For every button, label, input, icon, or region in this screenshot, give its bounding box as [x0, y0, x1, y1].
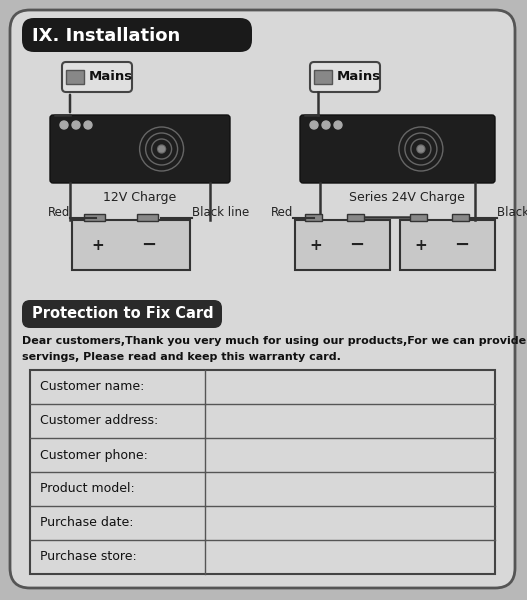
Text: Mains: Mains — [89, 70, 133, 83]
FancyBboxPatch shape — [300, 115, 495, 183]
Bar — [452, 214, 470, 221]
Bar — [72, 220, 190, 270]
Text: Black line: Black line — [497, 205, 527, 218]
Bar — [84, 214, 105, 221]
Text: IX. Installation: IX. Installation — [32, 27, 180, 45]
Bar — [295, 220, 390, 270]
Bar — [409, 214, 426, 221]
Text: Customer address:: Customer address: — [40, 415, 158, 427]
Text: +: + — [92, 238, 104, 253]
Text: Purchase date:: Purchase date: — [40, 517, 133, 529]
Text: Protection to Fix Card: Protection to Fix Card — [32, 307, 213, 322]
Text: Black line: Black line — [192, 205, 249, 218]
Text: servings, Please read and keep this warranty card.: servings, Please read and keep this warr… — [22, 352, 341, 362]
Circle shape — [159, 146, 164, 152]
Text: Red: Red — [271, 205, 293, 218]
Bar — [66, 70, 84, 84]
Text: Dear customers,Thank you very much for using our products,For we can provide you: Dear customers,Thank you very much for u… — [22, 336, 527, 346]
Bar — [137, 214, 158, 221]
Text: Series 24V Charge: Series 24V Charge — [349, 191, 465, 203]
Circle shape — [322, 121, 330, 129]
Text: Customer phone:: Customer phone: — [40, 449, 148, 461]
Circle shape — [310, 121, 318, 129]
Bar — [314, 70, 332, 84]
Text: Product model:: Product model: — [40, 482, 135, 496]
FancyBboxPatch shape — [10, 10, 515, 588]
Bar — [305, 214, 321, 221]
Bar — [347, 214, 364, 221]
Bar — [400, 220, 495, 270]
Bar — [30, 370, 495, 574]
FancyBboxPatch shape — [22, 300, 222, 328]
Text: −: − — [349, 236, 364, 254]
Text: Purchase store:: Purchase store: — [40, 551, 136, 563]
Text: −: − — [141, 236, 157, 254]
Text: +: + — [309, 238, 323, 253]
Circle shape — [334, 121, 342, 129]
Text: 12V Charge: 12V Charge — [103, 191, 177, 203]
Text: −: − — [454, 236, 470, 254]
Text: +: + — [415, 238, 427, 253]
Circle shape — [60, 121, 68, 129]
Text: Customer name:: Customer name: — [40, 380, 144, 394]
Circle shape — [84, 121, 92, 129]
Text: Mains: Mains — [337, 70, 381, 83]
Text: Red: Red — [47, 205, 70, 218]
Circle shape — [72, 121, 80, 129]
FancyBboxPatch shape — [310, 62, 380, 92]
FancyBboxPatch shape — [50, 115, 230, 183]
Circle shape — [418, 146, 424, 152]
FancyBboxPatch shape — [62, 62, 132, 92]
FancyBboxPatch shape — [22, 18, 252, 52]
